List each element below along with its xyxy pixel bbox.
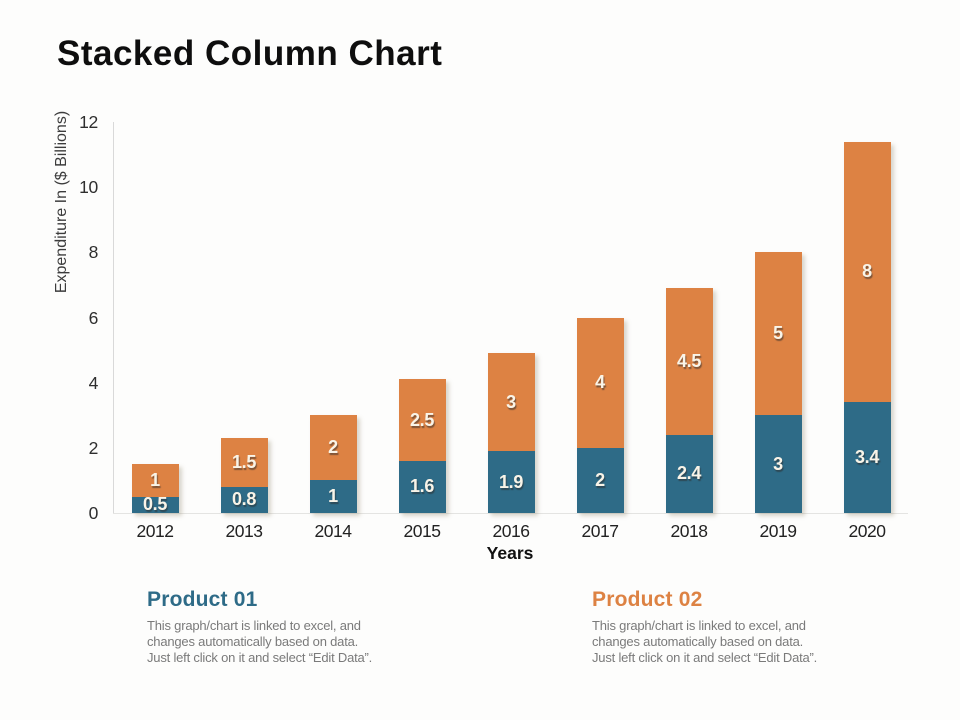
bar-value-label: 2.5 xyxy=(409,409,435,430)
bar-segment-product-02: 2.5 xyxy=(398,379,446,461)
bar-segment-product-02: 5 xyxy=(754,252,802,416)
bar-value-label: 4 xyxy=(595,372,605,393)
x-tick-label: 2012 xyxy=(136,521,174,541)
y-tick-label: 12 xyxy=(79,112,98,132)
x-axis-line xyxy=(113,513,908,514)
bar-value-label: 1 xyxy=(328,486,338,507)
bar-segment-product-01: 3 xyxy=(754,415,802,513)
x-tick-label: 2019 xyxy=(759,521,797,541)
footnote-heading: Product 01 xyxy=(147,588,258,611)
footnote-text-line: This graph/chart is linked to excel, and xyxy=(592,618,806,633)
y-tick-label: 2 xyxy=(88,437,99,458)
bar-segment-product-02: 1 xyxy=(131,464,179,497)
column-2015: 2.5 1.6 xyxy=(398,379,446,513)
footnote-text-line: Just left click on it and select “Edit D… xyxy=(147,650,373,665)
footnote-text-line: changes automatically based on data. xyxy=(147,634,359,649)
bar-value-label: 5 xyxy=(773,323,783,344)
y-axis-line xyxy=(113,122,114,513)
bar-value-label: 3 xyxy=(773,453,783,474)
x-tick-label: 2013 xyxy=(225,521,263,541)
footnote-text-line: changes automatically based on data. xyxy=(592,634,804,649)
footnote-text-line: This graph/chart is linked to excel, and xyxy=(147,618,361,633)
x-tick-label: 2016 xyxy=(492,521,530,541)
x-tick-label: 2020 xyxy=(848,521,886,541)
bar-value-label: 4.5 xyxy=(676,350,702,371)
bar-segment-product-02: 4 xyxy=(576,317,624,448)
bar-segment-product-01: 1.6 xyxy=(398,460,446,513)
column-2016: 3 1.9 xyxy=(487,353,535,513)
bar-value-label: 2.4 xyxy=(676,463,702,484)
bar-segment-product-01: 3.4 xyxy=(843,402,891,513)
x-axis-title: Years xyxy=(486,543,534,563)
bar-segment-product-02: 2 xyxy=(309,415,357,481)
x-tick-label: 2017 xyxy=(581,521,619,541)
bar-segment-product-01: 0.5 xyxy=(131,494,179,515)
x-tick-label: 2014 xyxy=(314,521,352,541)
footnote-text-line: Just left click on it and select “Edit D… xyxy=(592,650,818,665)
bar-value-label: 0.8 xyxy=(231,489,257,510)
y-tick-label: 10 xyxy=(79,177,98,198)
bar-value-label: 0.5 xyxy=(142,494,168,515)
bar-segment-product-02: 8 xyxy=(843,141,891,403)
bar-value-label: 3 xyxy=(506,391,516,412)
x-tick-label: 2015 xyxy=(403,521,441,541)
bar-value-label: 1.5 xyxy=(231,451,257,472)
bar-value-label: 2 xyxy=(595,469,605,490)
bar-segment-product-01: 2 xyxy=(576,447,624,513)
y-tick-label: 6 xyxy=(88,307,99,328)
bar-value-label: 1 xyxy=(150,469,160,490)
footnote-product-02: Product 02 This graph/chart is linked to… xyxy=(592,588,922,666)
y-tick-label: 8 xyxy=(88,242,99,263)
slide-title: Stacked Column Chart xyxy=(57,34,443,73)
y-tick-label: 4 xyxy=(88,372,99,393)
footnote-product-01: Product 01 This graph/chart is linked to… xyxy=(147,588,477,666)
column-2012: 1 0.5 xyxy=(131,464,179,515)
bar-value-label: 1.6 xyxy=(409,476,435,497)
bar-segment-product-01: 1 xyxy=(309,480,357,513)
y-tick-label: 0 xyxy=(88,503,99,523)
footnote-heading: Product 02 xyxy=(592,588,703,611)
bar-segment-product-01: 0.8 xyxy=(220,486,268,513)
bar-segment-product-02: 4.5 xyxy=(665,288,713,435)
column-2020: 8 3.4 xyxy=(843,141,891,513)
column-2018: 4.5 2.4 xyxy=(665,288,713,513)
bar-segment-product-02: 1.5 xyxy=(220,438,268,487)
bar-segment-product-01: 1.9 xyxy=(487,451,535,513)
x-tick-label: 2018 xyxy=(670,521,708,541)
bar-segment-product-01: 2.4 xyxy=(665,434,713,513)
bar-value-label: 1.9 xyxy=(498,471,524,492)
bar-value-label: 8 xyxy=(862,261,872,282)
bar-value-label: 2 xyxy=(328,437,338,458)
bar-segment-product-02: 3 xyxy=(487,353,535,452)
column-2013: 1.5 0.8 xyxy=(220,438,268,513)
bar-value-label: 3.4 xyxy=(854,447,880,468)
